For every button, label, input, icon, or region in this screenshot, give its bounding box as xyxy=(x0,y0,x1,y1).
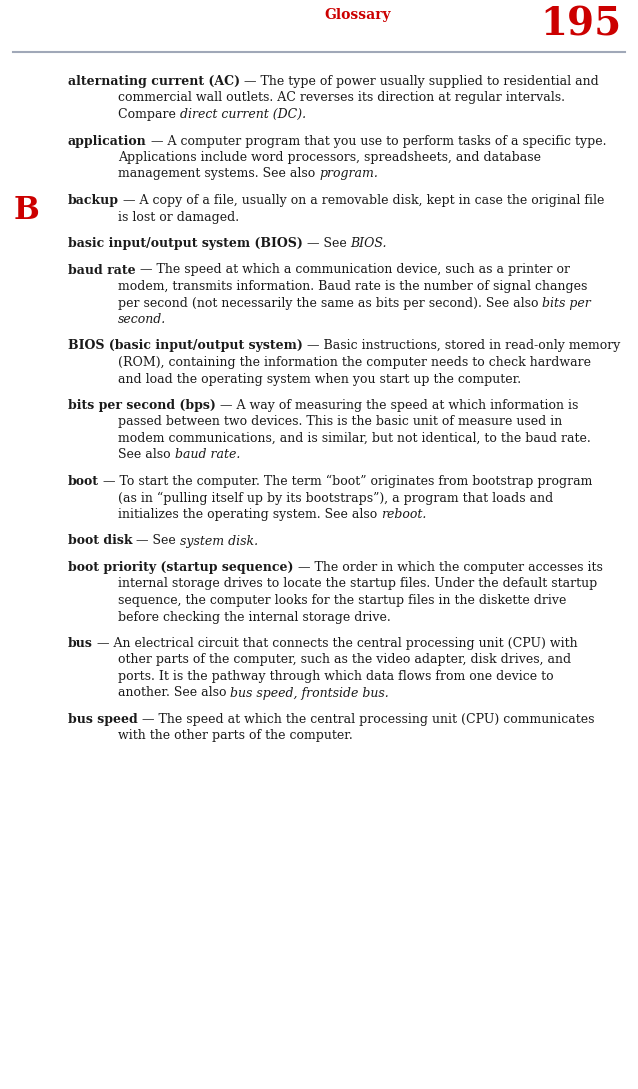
Text: sequence, the computer looks for the startup files in the diskette drive: sequence, the computer looks for the sta… xyxy=(118,594,567,607)
Text: modem, transmits information. Baud rate is the number of signal changes: modem, transmits information. Baud rate … xyxy=(118,280,588,293)
Text: alternating current (AC): alternating current (AC) xyxy=(68,75,240,88)
Text: — Basic instructions, stored in read-only memory: — Basic instructions, stored in read-onl… xyxy=(303,340,620,353)
Text: per second (not necessarily the same as bits per second). See also: per second (not necessarily the same as … xyxy=(118,296,542,309)
Text: passed between two devices. This is the basic unit of measure used in: passed between two devices. This is the … xyxy=(118,416,562,428)
Text: other parts of the computer, such as the video adapter, disk drives, and: other parts of the computer, such as the… xyxy=(118,653,571,666)
Text: reboot.: reboot. xyxy=(382,507,427,521)
Text: system disk.: system disk. xyxy=(181,535,258,548)
Text: See also: See also xyxy=(118,449,175,462)
Text: bus speed, frontside bus.: bus speed, frontside bus. xyxy=(230,686,389,699)
Text: — The speed at which a communication device, such as a printer or: — The speed at which a communication dev… xyxy=(136,264,570,277)
Text: — A copy of a file, usually on a removable disk, kept in case the original file: — A copy of a file, usually on a removab… xyxy=(119,194,604,207)
Text: — See: — See xyxy=(133,535,181,548)
Text: with the other parts of the computer.: with the other parts of the computer. xyxy=(118,730,353,743)
Text: bus: bus xyxy=(68,637,93,650)
Text: modem communications, and is similar, but not identical, to the baud rate.: modem communications, and is similar, bu… xyxy=(118,432,591,445)
Text: — The type of power usually supplied to residential and: — The type of power usually supplied to … xyxy=(240,75,599,88)
Text: another. See also: another. See also xyxy=(118,686,230,699)
Text: (ROM), containing the information the computer needs to check hardware: (ROM), containing the information the co… xyxy=(118,356,591,369)
Text: second.: second. xyxy=(118,313,167,326)
Text: — The speed at which the central processing unit (CPU) communicates: — The speed at which the central process… xyxy=(138,713,594,726)
Text: backup: backup xyxy=(68,194,119,207)
Text: — See: — See xyxy=(303,237,351,250)
Text: Compare: Compare xyxy=(118,108,180,121)
Text: initializes the operating system. See also: initializes the operating system. See al… xyxy=(118,507,382,521)
Text: BIOS (basic input/output system): BIOS (basic input/output system) xyxy=(68,340,303,353)
Text: — To start the computer. The term “boot” originates from bootstrap program: — To start the computer. The term “boot”… xyxy=(99,475,592,488)
Text: ports. It is the pathway through which data flows from one device to: ports. It is the pathway through which d… xyxy=(118,670,554,683)
Text: is lost or damaged.: is lost or damaged. xyxy=(118,210,239,223)
Text: management systems. See also: management systems. See also xyxy=(118,168,319,181)
Text: bits per second (bps): bits per second (bps) xyxy=(68,399,216,412)
Text: commercial wall outlets. AC reverses its direction at regular intervals.: commercial wall outlets. AC reverses its… xyxy=(118,91,565,105)
Text: — The order in which the computer accesses its: — The order in which the computer access… xyxy=(293,561,602,574)
Text: boot priority (startup sequence): boot priority (startup sequence) xyxy=(68,561,293,574)
Text: B: B xyxy=(14,195,40,227)
Text: (as in “pulling itself up by its bootstraps”), a program that loads and: (as in “pulling itself up by its bootstr… xyxy=(118,491,553,504)
Text: bits per: bits per xyxy=(542,296,591,309)
Text: direct current (DC).: direct current (DC). xyxy=(180,108,306,121)
Text: — An electrical circuit that connects the central processing unit (CPU) with: — An electrical circuit that connects th… xyxy=(93,637,577,650)
Text: — A computer program that you use to perform tasks of a specific type.: — A computer program that you use to per… xyxy=(147,135,606,147)
Text: and load the operating system when you start up the computer.: and load the operating system when you s… xyxy=(118,372,521,386)
Text: internal storage drives to locate the startup files. Under the default startup: internal storage drives to locate the st… xyxy=(118,577,597,590)
Text: baud rate: baud rate xyxy=(68,264,136,277)
Text: Glossary: Glossary xyxy=(324,8,390,22)
Text: boot: boot xyxy=(68,475,99,488)
Text: before checking the internal storage drive.: before checking the internal storage dri… xyxy=(118,611,390,624)
Text: 195: 195 xyxy=(541,5,622,42)
Text: — A way of measuring the speed at which information is: — A way of measuring the speed at which … xyxy=(216,399,578,412)
Text: program.: program. xyxy=(319,168,378,181)
Text: baud rate.: baud rate. xyxy=(175,449,240,462)
Text: BIOS.: BIOS. xyxy=(351,237,387,250)
Text: application: application xyxy=(68,135,147,147)
Text: bus speed: bus speed xyxy=(68,713,138,726)
Text: Applications include word processors, spreadsheets, and database: Applications include word processors, sp… xyxy=(118,151,541,164)
Text: basic input/output system (BIOS): basic input/output system (BIOS) xyxy=(68,237,303,250)
Text: boot disk: boot disk xyxy=(68,535,133,548)
